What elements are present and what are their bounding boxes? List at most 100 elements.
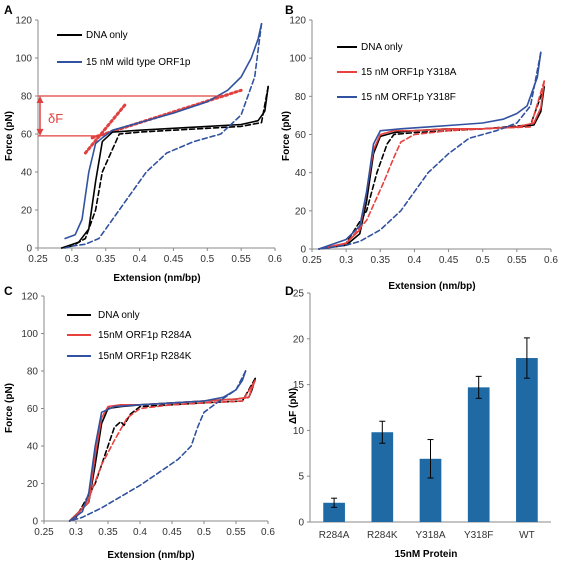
panel-a-axes: 0.25 0.3 0.35 0.4 0.45 0.5 0.55 0.6 0 20 40 60 80 100… [15, 16, 282, 266]
y-tick-label: 60 [295, 130, 307, 141]
x-tick-label: 0.6 [268, 254, 282, 265]
y-tick-label: 120 [289, 16, 306, 27]
y-tick-label: 120 [15, 16, 32, 27]
panel-b-legend: DNA only 15 nM ORF1p Y318A 15 nM ORF1p Y… [337, 42, 457, 103]
panel-c-y-axis-label: Force (pN) [4, 383, 15, 433]
x-tick-label: 0.4 [407, 255, 421, 266]
panel-c-legend: DNA only 15nM ORF1p R284A 15nM ORF1p R28… [67, 310, 192, 362]
bar-r284k [371, 432, 394, 522]
x-tick-label: 0.25 [34, 527, 54, 538]
y-tick-label: 20 [21, 206, 33, 217]
y-tick-label: 120 [21, 292, 38, 303]
y-tick-label: 100 [21, 329, 38, 340]
x-tick-label: 0.25 [302, 255, 322, 266]
panel-a-legend: DNA only 15 nM wild type ORF1p [57, 30, 191, 68]
panel-a-y-axis-label: Force (pN) [4, 111, 15, 161]
x-tick-label: 0.3 [339, 255, 353, 266]
x-tick-label: 0.4 [133, 254, 147, 265]
panel-b-y-axis-label: Force (pN) [281, 111, 292, 161]
x-tick-label: 0.45 [162, 527, 182, 538]
legend-label-y318a: 15 nM ORF1p Y318A [361, 67, 457, 78]
x-tick-label: 0.25 [28, 254, 48, 265]
panel-letter-b: B [285, 3, 294, 17]
panel-b-axes: 0.25 0.3 0.35 0.4 0.45 0.5 0.55 0.6 0 20 40 60 80 100… [289, 16, 558, 267]
y-tick-label: 20 [27, 479, 39, 490]
delta-f-arrowhead-up [36, 96, 44, 103]
x-tick-label: 0.5 [200, 254, 214, 265]
bar-wt [516, 358, 538, 522]
x-tick-label: 0.45 [164, 254, 184, 265]
fit-line [90, 88, 243, 140]
x-tick-label: 0.4 [133, 527, 147, 538]
panel-b: B 0.25 0.3 0.35 0.4 0.45 0.5 0.55 0.6 0 20 40 60 80 1… [281, 3, 558, 292]
panel-c-x-axis-label: Extension (nm/bp) [107, 550, 194, 561]
y-tick-label: 80 [21, 92, 33, 103]
legend-label-y318f: 15 nM ORF1p Y318F [361, 92, 456, 103]
panel-b-series [317, 51, 546, 250]
delta-f-arrowhead-down [36, 128, 44, 136]
category-label-y318a: Y318A [415, 530, 445, 541]
x-tick-label: 0.6 [261, 527, 275, 538]
x-tick-label: 0.55 [507, 255, 527, 266]
x-tick-label: 0.35 [371, 255, 391, 266]
x-tick-label: 0.55 [231, 254, 251, 265]
panel-a-series [60, 22, 270, 249]
panel-a-x-axis-label: Extension (nm/bp) [113, 273, 200, 284]
x-tick-label: 0.6 [544, 255, 558, 266]
panel-a: A 0.25 0.3 0.35 0.4 0.45 0.5 0.55 0.6 0 20 40 60 80 1… [4, 3, 282, 284]
legend-label-r284k: 15nM ORF1p R284K [98, 351, 192, 362]
y-tick-label: 40 [295, 168, 307, 179]
panel-letter-c: C [4, 284, 13, 298]
category-label-r284a: R284A [319, 530, 350, 541]
panel-d-bars: R284A R284K Y318A Y318F WT [319, 337, 538, 541]
bar-y318a [419, 458, 442, 522]
series-line-15-nm-orf1p-y318a-solid [317, 80, 546, 250]
y-tick-label: 15 [293, 380, 305, 391]
panel-d-axes: 0 5 10 15 20 25 [293, 289, 551, 529]
y-tick-label: 0 [298, 518, 304, 529]
y-tick-label: 40 [27, 442, 39, 453]
x-tick-label: 0.55 [226, 527, 246, 538]
y-tick-label: 0 [26, 244, 32, 255]
fit-line [83, 102, 128, 155]
series-line-15nm-orf1p-r284k-solid [68, 370, 247, 522]
panel-d-y-axis-label: ΔF (pN) [288, 388, 299, 424]
legend-label-dna-only: DNA only [98, 310, 140, 321]
bar-y318f [467, 387, 490, 522]
x-tick-label: 0.5 [476, 255, 490, 266]
panel-d: D 0 5 10 15 20 25 R284A R284K Y318A Y318F WT 15nM… [285, 284, 551, 560]
series-line-15nm-orf1p-r284k-dashed [68, 370, 247, 522]
panel-b-x-axis-label: Extension (nm/bp) [388, 281, 475, 292]
panel-a-delta-f: δF [36, 95, 228, 137]
series-line-dna-only-dashed [60, 85, 270, 249]
y-tick-label: 80 [295, 92, 307, 103]
category-label-r284k: R284K [367, 530, 398, 541]
x-tick-label: 0.45 [439, 255, 459, 266]
panel-c-axes: 0.25 0.3 0.35 0.4 0.45 0.5 0.55 0.6 0 20 40 60 80 100… [21, 292, 275, 539]
y-tick-label: 80 [27, 367, 39, 378]
legend-label-dna-only: DNA only [86, 30, 128, 41]
panel-c: C 0.25 0.3 0.35 0.4 0.45 0.5 0.55 0.6 0 20 40 60 80 1… [4, 284, 275, 561]
series-line-dna-only-dashed [317, 86, 546, 250]
y-tick-label: 0 [300, 245, 306, 256]
legend-label-wild-type: 15 nM wild type ORF1p [86, 57, 191, 68]
y-tick-label: 40 [21, 168, 33, 179]
panel-d-x-axis-label: 15nM Protein [395, 549, 458, 560]
x-tick-label: 0.35 [98, 527, 118, 538]
y-tick-label: 100 [15, 54, 32, 65]
series-line-dna-only-solid [317, 86, 546, 250]
legend-label-dna-only: DNA only [361, 42, 403, 53]
y-tick-label: 20 [293, 334, 305, 345]
y-tick-label: 100 [289, 54, 306, 65]
y-tick-label: 60 [21, 130, 33, 141]
y-tick-label: 0 [32, 517, 38, 528]
legend-label-r284a: 15nM ORF1p R284A [98, 330, 192, 341]
panel-letter-a: A [4, 3, 13, 17]
panel-letter-d: D [285, 284, 294, 298]
series-line-dna-only-solid [60, 85, 270, 249]
series-line-15-nm-orf1p-y318a-dashed [317, 80, 546, 250]
y-tick-label: 60 [27, 404, 39, 415]
y-tick-label: 5 [298, 472, 304, 483]
y-tick-label: 10 [293, 426, 305, 437]
